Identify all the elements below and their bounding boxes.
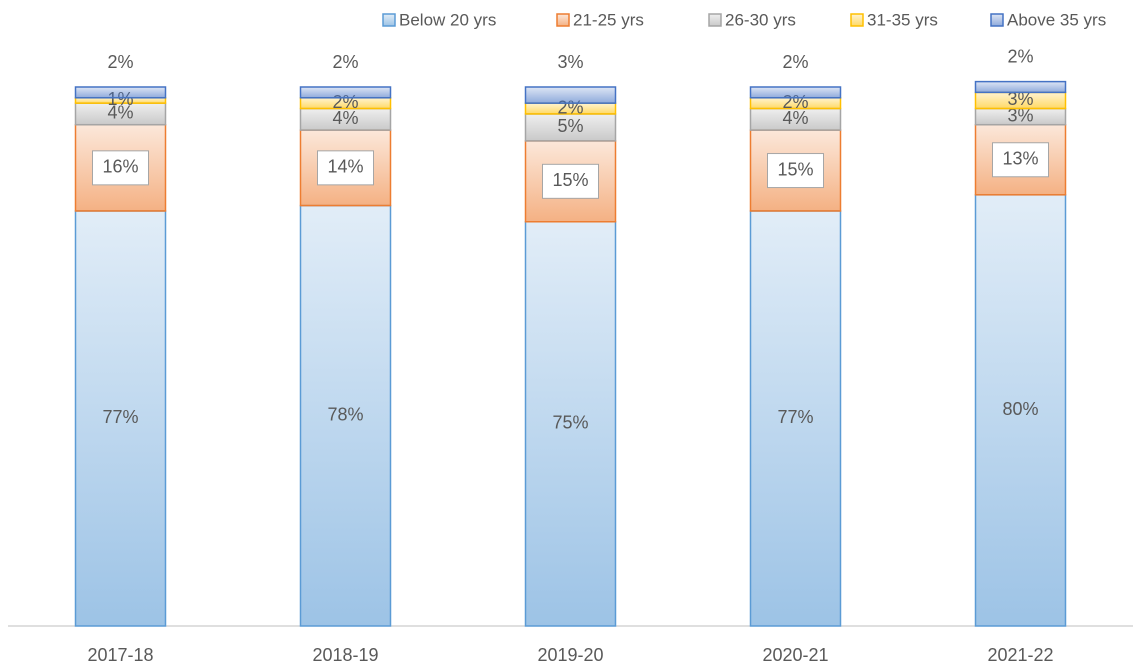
legend-swatch <box>990 13 1004 27</box>
data-label: 77% <box>102 407 138 427</box>
bar-segment <box>749 86 842 99</box>
legend-label: Above 35 yrs <box>1007 10 1106 29</box>
data-label: 3% <box>1007 105 1033 125</box>
data-callout <box>992 142 1049 178</box>
legend-label: 26-30 yrs <box>725 10 796 29</box>
bar-segment <box>524 140 617 223</box>
data-label: 2% <box>1007 46 1033 66</box>
data-callout <box>92 150 149 186</box>
x-tick-label: 2020-21 <box>762 645 828 665</box>
data-callout <box>542 163 599 199</box>
legend-label: 21-25 yrs <box>573 10 644 29</box>
legend-label: Below 20 yrs <box>399 10 496 29</box>
x-tick-label: 2019-20 <box>537 645 603 665</box>
data-label: 77% <box>777 407 813 427</box>
bar-segment <box>524 86 617 104</box>
bar-segment <box>74 86 167 99</box>
x-tick-label: 2017-18 <box>87 645 153 665</box>
data-label: 16% <box>102 157 138 177</box>
data-label: 3% <box>557 52 583 72</box>
data-callout <box>767 153 824 189</box>
data-callout <box>317 150 374 186</box>
data-label: 2% <box>782 52 808 72</box>
data-label: 4% <box>107 103 133 123</box>
data-label: 4% <box>782 108 808 128</box>
data-label: 2% <box>332 52 358 72</box>
bar-segment <box>974 194 1067 627</box>
legend-swatch <box>382 13 396 27</box>
data-label: 2% <box>107 52 133 72</box>
x-tick-label: 2021-22 <box>987 645 1053 665</box>
data-label: 14% <box>327 157 363 177</box>
data-label: 80% <box>1002 399 1038 419</box>
data-label: 5% <box>557 116 583 136</box>
legend-label: 31-35 yrs <box>867 10 938 29</box>
bar-segment <box>74 210 167 627</box>
legend-swatch <box>708 13 722 27</box>
bar-segment <box>524 113 617 142</box>
data-label: 13% <box>1002 149 1038 169</box>
bar-segment <box>299 86 392 99</box>
legend-swatch <box>850 13 864 27</box>
bar-segment <box>974 80 1067 94</box>
data-label: 4% <box>332 108 358 128</box>
bar-segment <box>749 210 842 627</box>
data-label: 75% <box>552 413 588 433</box>
data-label: 15% <box>777 159 813 179</box>
data-label: 3% <box>1007 89 1033 109</box>
x-tick-label: 2018-19 <box>312 645 378 665</box>
data-label: 15% <box>552 170 588 190</box>
bar-segment <box>299 204 392 627</box>
data-label: 78% <box>327 405 363 425</box>
bar-segment <box>299 129 392 207</box>
legend-swatch <box>556 13 570 27</box>
